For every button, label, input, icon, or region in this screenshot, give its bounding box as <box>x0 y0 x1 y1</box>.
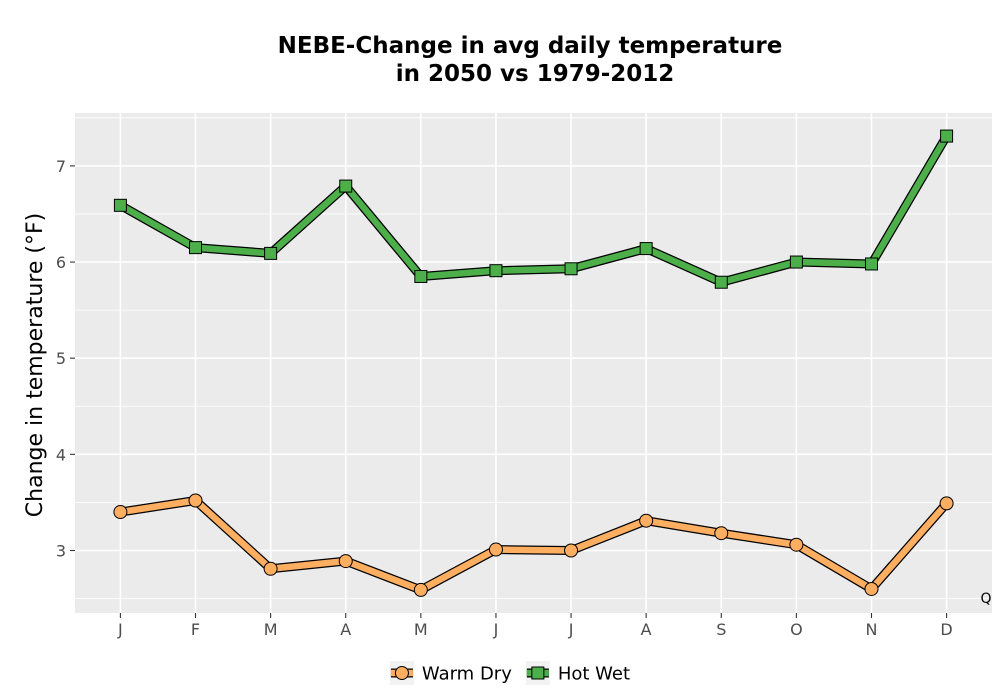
series-layer <box>113 129 954 597</box>
data-point-hot-wet <box>639 242 653 256</box>
plot-panel <box>75 113 992 613</box>
legend-key-marker-warm-dry <box>394 666 409 680</box>
x-tick-label: F <box>191 620 200 639</box>
x-tick-label: D <box>940 620 952 639</box>
data-point-hot-wet <box>339 179 353 193</box>
data-point-hot-wet <box>414 269 428 283</box>
data-point-hot-wet <box>489 264 503 278</box>
data-point-warm-dry <box>789 537 804 552</box>
data-point-warm-dry <box>714 526 729 541</box>
x-tick-label: J <box>493 620 499 639</box>
major-gridlines <box>75 113 992 613</box>
x-tick-label: M <box>264 620 278 639</box>
data-point-warm-dry <box>338 554 353 569</box>
series-line-warm-dry <box>117 497 950 594</box>
y-tick-label: 3 <box>56 542 66 561</box>
y-tick-label: 4 <box>56 445 66 464</box>
x-tick-label: A <box>641 620 652 639</box>
x-tick-label: J <box>117 620 123 639</box>
x-tick-label: A <box>340 620 351 639</box>
data-point-hot-wet <box>789 255 803 269</box>
x-tick-label: S <box>716 620 726 639</box>
data-point-warm-dry <box>188 493 203 508</box>
series-line-hot-wet <box>117 132 950 286</box>
data-point-hot-wet <box>264 246 278 260</box>
data-point-hot-wet <box>940 129 954 143</box>
data-point-hot-wet <box>714 275 728 289</box>
legend: Warm Dry Hot Wet <box>389 661 630 685</box>
x-tick-label: O <box>790 620 803 639</box>
y-tick-label: 7 <box>56 157 66 176</box>
x-tick-label: M <box>414 620 428 639</box>
legend-key-marker-hot-wet <box>531 666 545 680</box>
y-axis: 3 4 5 6 7 <box>56 157 75 561</box>
data-point-warm-dry <box>639 513 654 528</box>
y-tick-label: 5 <box>56 349 66 368</box>
data-point-warm-dry <box>113 505 128 520</box>
data-point-hot-wet <box>113 198 127 212</box>
data-point-warm-dry <box>263 561 278 576</box>
x-tick-label: J <box>568 620 574 639</box>
chart-title-line-2: in 2050 vs 1979-2012 <box>396 61 675 87</box>
y-axis-label: Change in temperature (°F) <box>23 213 48 517</box>
minor-gridlines <box>75 117 992 599</box>
data-point-hot-wet <box>564 262 578 276</box>
data-point-warm-dry <box>564 543 579 558</box>
chart-title-line-1: NEBE-Change in avg daily temperature <box>278 33 783 59</box>
corner-annotation: Q <box>980 591 991 607</box>
data-point-warm-dry <box>939 496 954 511</box>
data-point-warm-dry <box>864 581 879 596</box>
legend-label: Hot Wet <box>558 664 630 685</box>
x-tick-label: N <box>866 620 878 639</box>
data-point-warm-dry <box>413 582 428 597</box>
data-point-warm-dry <box>488 542 503 557</box>
data-point-hot-wet <box>189 241 203 255</box>
y-tick-label: 6 <box>56 253 66 272</box>
data-point-hot-wet <box>864 257 878 271</box>
legend-label: Warm Dry <box>422 664 512 685</box>
